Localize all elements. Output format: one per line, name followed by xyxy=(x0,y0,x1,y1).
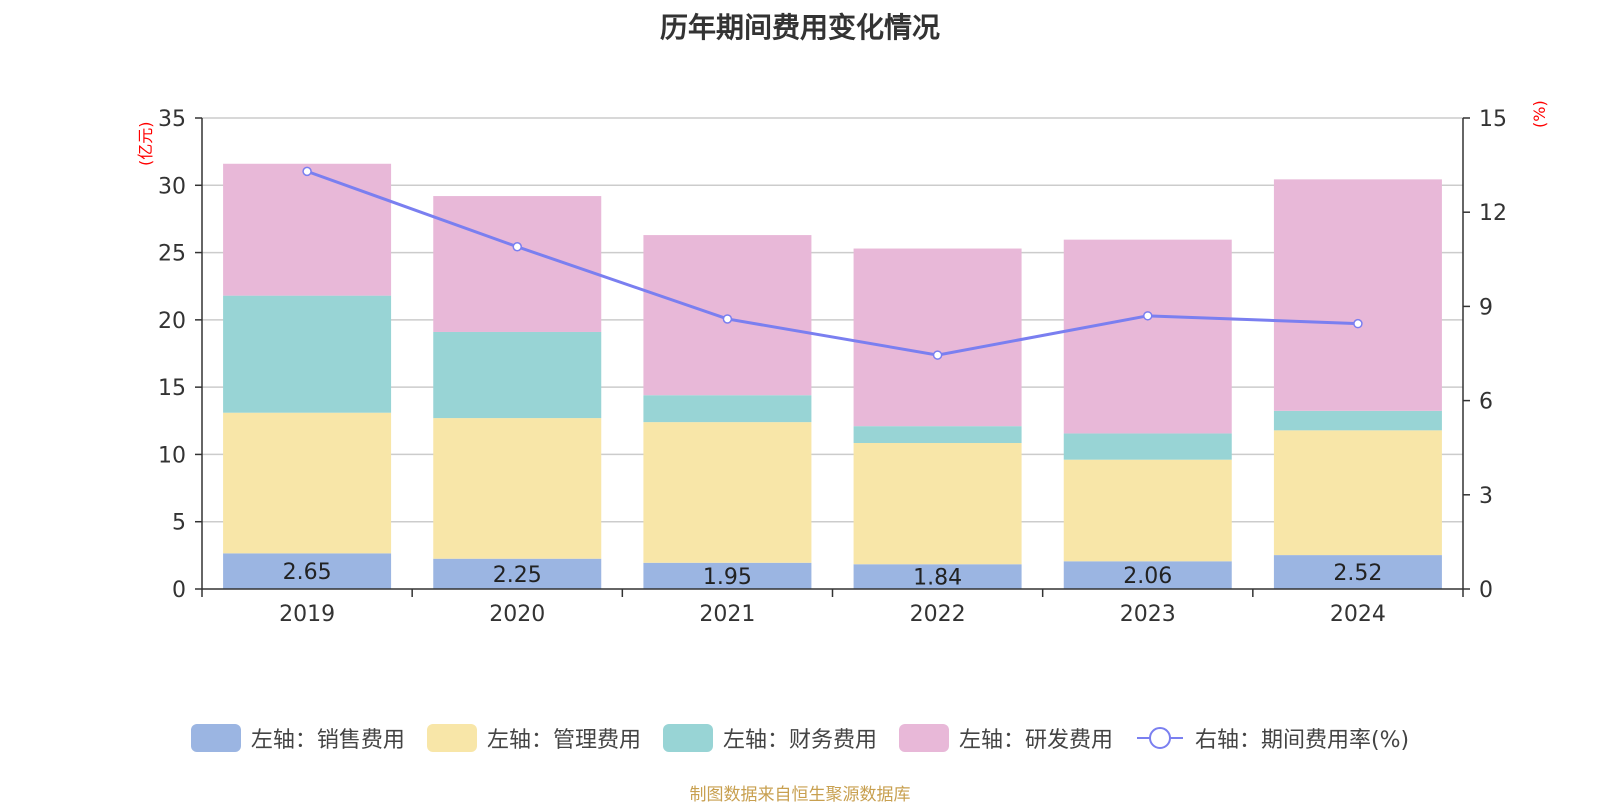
bar-segment xyxy=(1063,561,1232,589)
axes: 0 5 10 15 20 25 30 35 0 3 6 9 12 15 2019 2020 2021 2022 20… xyxy=(158,107,1507,627)
bar-segment xyxy=(223,163,392,296)
legend-item-finance[interactable]: 左轴：财务费用 xyxy=(662,722,877,754)
bar-segment xyxy=(853,248,1022,427)
data-labels: 2.65 2.25 1.95 1.84 2.06 2.52 xyxy=(283,560,1383,590)
rate-point xyxy=(1353,318,1363,329)
rate-point xyxy=(1143,311,1153,321)
legend-label: 左轴：研发费用 xyxy=(958,728,1113,753)
bar-value-label: 2.25 xyxy=(493,563,542,588)
bar-segment xyxy=(433,558,602,589)
legend-item-sales[interactable]: 左轴：销售费用 xyxy=(190,722,405,754)
right-tick-label: 12 xyxy=(1479,201,1507,226)
bar-segment xyxy=(223,553,392,589)
rate-point xyxy=(932,350,943,360)
rate-polyline xyxy=(306,169,1358,357)
legend-line-marker xyxy=(1136,727,1183,749)
legend-swatch xyxy=(426,724,477,752)
x-tick-label: 2019 xyxy=(279,602,335,627)
legend-label: 左轴：财务费用 xyxy=(722,728,877,753)
data-source-note: 制图数据来自恒生聚源数据库 xyxy=(689,785,911,805)
bar-value-label: 2.65 xyxy=(283,560,332,585)
bar-value-label: 2.06 xyxy=(1123,564,1172,589)
bar-segment xyxy=(643,422,812,563)
right-tick-label: 15 xyxy=(1479,107,1507,132)
x-tick-label: 2022 xyxy=(910,602,966,627)
legend-label: 左轴：销售费用 xyxy=(250,728,405,753)
left-tick-label: 25 xyxy=(158,242,186,267)
bar-segment xyxy=(433,418,602,559)
x-tick-label: 2024 xyxy=(1330,602,1386,627)
bar-segment xyxy=(853,564,1022,589)
left-tick-label: 30 xyxy=(158,174,186,199)
legend-item-rnd[interactable]: 左轴：研发费用 xyxy=(898,722,1113,754)
rate-point xyxy=(512,241,522,252)
chart-title: 历年期间费用变化情况 xyxy=(659,11,940,44)
rate-line xyxy=(302,166,1363,360)
bar-segment xyxy=(1273,410,1442,431)
bar-stacks xyxy=(223,163,1442,589)
legend-label: 右轴：期间费用率(%) xyxy=(1194,728,1410,753)
x-tick-label: 2020 xyxy=(489,602,545,627)
legend-item-admin[interactable]: 左轴：管理费用 xyxy=(426,722,641,754)
legend-swatch xyxy=(898,724,949,752)
left-tick-label: 20 xyxy=(158,309,186,334)
x-tick-label: 2021 xyxy=(699,602,755,627)
legend-swatch xyxy=(662,724,713,752)
bar-segment xyxy=(433,331,602,419)
right-tick-label: 3 xyxy=(1479,484,1493,509)
bar-value-label: 1.84 xyxy=(913,566,962,591)
left-tick-label: 10 xyxy=(158,443,186,468)
rate-point xyxy=(722,314,733,324)
right-tick-label: 0 xyxy=(1479,578,1493,603)
x-tick-label: 2023 xyxy=(1120,602,1176,627)
bar-segment xyxy=(853,426,1022,443)
left-tick-label: 15 xyxy=(158,376,186,401)
bar-segment xyxy=(1063,459,1232,562)
grid-lines xyxy=(202,117,1463,523)
right-tick-label: 9 xyxy=(1479,295,1493,320)
bar-segment xyxy=(643,395,812,423)
bar-segment xyxy=(223,412,392,554)
bar-segment xyxy=(853,442,1022,565)
bar-segment xyxy=(1273,555,1442,589)
legend-item-rate[interactable]: 右轴：期间费用率(%) xyxy=(1135,722,1409,754)
legend: 左轴：销售费用 左轴：管理费用 左轴：财务费用 左轴：研发费用 右轴：期间费用率… xyxy=(0,722,1600,754)
chart-canvas: 0 5 10 15 20 25 30 35 0 3 6 9 12 15 2019 2020 2021 2022 20… xyxy=(158,107,1507,627)
legend-label: 左轴：管理费用 xyxy=(486,728,641,753)
right-axis-unit: (%) xyxy=(1530,100,1549,128)
bar-segment xyxy=(643,562,812,589)
bar-segment xyxy=(433,196,602,332)
bar-value-label: 1.95 xyxy=(703,565,752,590)
right-tick-label: 6 xyxy=(1479,390,1493,415)
left-tick-label: 5 xyxy=(172,511,186,536)
bar-segment xyxy=(1273,430,1442,556)
rate-point xyxy=(302,166,312,177)
bar-segment xyxy=(1063,433,1232,460)
bar-segment xyxy=(1063,239,1232,434)
bar-segment xyxy=(1273,179,1442,411)
left-tick-label: 0 xyxy=(172,578,186,603)
left-tick-label: 35 xyxy=(158,107,186,132)
bar-segment xyxy=(223,295,392,413)
legend-swatch xyxy=(190,724,241,752)
bar-value-label: 2.52 xyxy=(1333,561,1382,586)
left-axis-unit: (亿元) xyxy=(136,121,155,167)
